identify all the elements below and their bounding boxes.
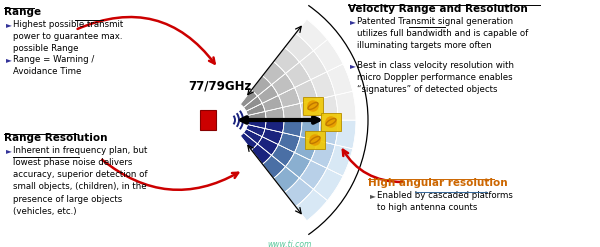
Wedge shape (284, 33, 313, 62)
Wedge shape (299, 51, 327, 80)
Wedge shape (274, 166, 299, 192)
FancyBboxPatch shape (303, 97, 323, 115)
Wedge shape (335, 120, 356, 149)
Text: Velocity Range and Resolution: Velocity Range and Resolution (348, 4, 528, 14)
Wedge shape (251, 144, 272, 164)
Wedge shape (278, 87, 300, 107)
Wedge shape (284, 178, 313, 207)
Wedge shape (299, 160, 327, 189)
Text: ►: ► (6, 55, 12, 64)
Wedge shape (327, 64, 353, 95)
Text: Patented Transmit signal generation
utilizes full bandwidth and is capable of
il: Patented Transmit signal generation util… (357, 17, 528, 50)
Wedge shape (313, 40, 343, 72)
Wedge shape (272, 144, 295, 166)
Wedge shape (286, 152, 311, 178)
Text: ►: ► (350, 61, 356, 70)
Text: Range = Warning /
Avoidance Time: Range = Warning / Avoidance Time (13, 55, 94, 76)
Wedge shape (283, 103, 302, 120)
Wedge shape (244, 129, 262, 144)
Wedge shape (246, 124, 265, 137)
Circle shape (326, 117, 336, 127)
Text: Inherent in frequency plan, but
lowest phase noise delivers
accuracy, superior d: Inherent in frequency plan, but lowest p… (13, 146, 148, 216)
Wedge shape (241, 133, 257, 150)
Wedge shape (327, 145, 353, 176)
Text: ►: ► (6, 146, 12, 155)
Wedge shape (262, 155, 286, 178)
Wedge shape (262, 128, 283, 144)
Wedge shape (278, 133, 300, 152)
Wedge shape (300, 120, 320, 141)
Text: Range: Range (4, 7, 41, 17)
Wedge shape (296, 189, 328, 221)
Wedge shape (265, 120, 284, 133)
Wedge shape (295, 137, 317, 160)
Wedge shape (283, 120, 302, 137)
Text: 77/79GHz: 77/79GHz (188, 80, 251, 92)
Bar (200, 110, 216, 130)
Text: www.ti.com: www.ti.com (268, 240, 312, 247)
Text: ►: ► (370, 191, 376, 200)
Wedge shape (286, 62, 311, 87)
Wedge shape (247, 120, 266, 128)
Wedge shape (262, 95, 283, 111)
Wedge shape (272, 73, 295, 95)
Text: Best in class velocity resolution with
micro Doppler performance enables
“signat: Best in class velocity resolution with m… (357, 61, 514, 94)
Wedge shape (247, 111, 266, 120)
Wedge shape (317, 95, 338, 120)
Text: ►: ► (350, 17, 356, 26)
Text: Highest possible transmit
power to guarantee max.
possible Range: Highest possible transmit power to guara… (13, 20, 123, 53)
Circle shape (308, 101, 318, 111)
Wedge shape (257, 85, 278, 103)
Text: High angular resolution: High angular resolution (368, 178, 508, 188)
Wedge shape (257, 137, 278, 155)
Wedge shape (311, 72, 335, 99)
Text: Enabled by cascaded platforms
to high antenna counts: Enabled by cascaded platforms to high an… (377, 191, 513, 212)
Wedge shape (244, 96, 262, 111)
FancyBboxPatch shape (321, 113, 341, 131)
Wedge shape (251, 76, 272, 96)
Wedge shape (246, 103, 265, 116)
Text: Range Resolution: Range Resolution (4, 133, 107, 143)
Wedge shape (262, 62, 286, 85)
Wedge shape (317, 120, 338, 145)
Wedge shape (295, 80, 317, 103)
FancyBboxPatch shape (305, 131, 325, 149)
Wedge shape (335, 91, 356, 120)
Wedge shape (313, 168, 343, 201)
Wedge shape (241, 90, 257, 107)
Wedge shape (300, 99, 320, 120)
Wedge shape (274, 47, 299, 73)
Text: ►: ► (6, 20, 12, 29)
Wedge shape (265, 107, 284, 120)
Wedge shape (311, 141, 335, 168)
Circle shape (310, 135, 320, 145)
Wedge shape (296, 19, 328, 51)
